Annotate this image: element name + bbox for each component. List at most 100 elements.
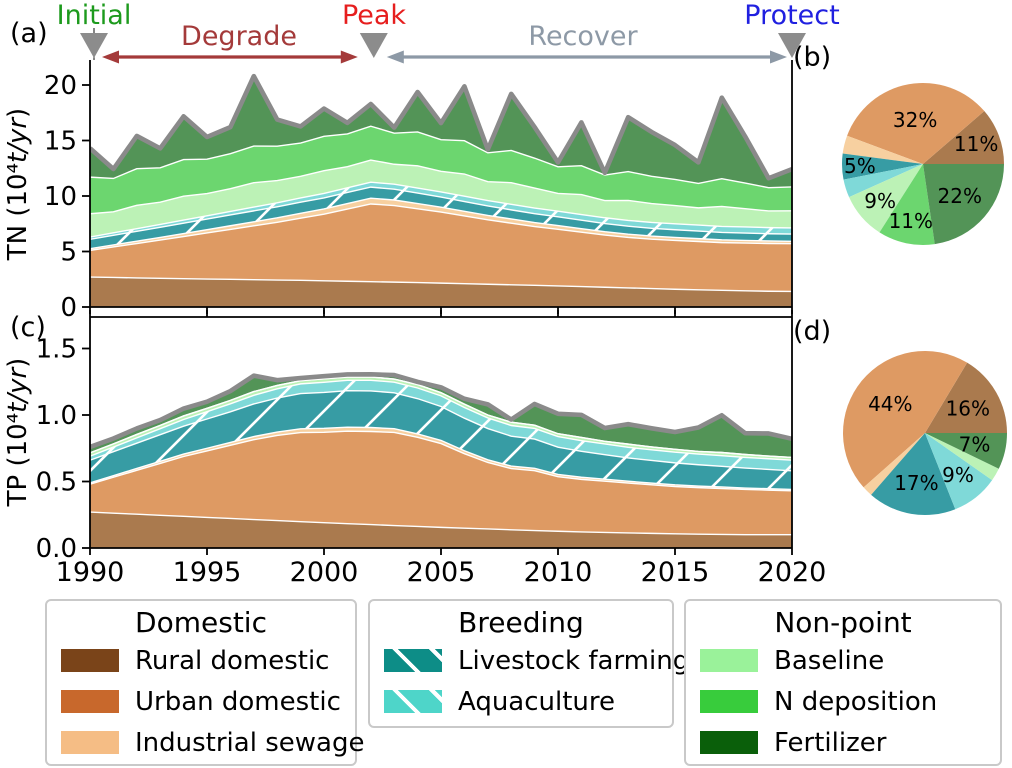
- tn-band-edge: [90, 186, 792, 240]
- tp-band-edge: [90, 389, 792, 472]
- legend-item-baseline: Baseline: [686, 640, 1000, 681]
- tn-band-edge: [90, 125, 792, 189]
- baseline-swatch: [700, 649, 758, 672]
- tn-slice-urban: [847, 82, 985, 164]
- recover-arrow-left-head-icon: [386, 50, 404, 64]
- tp-slice-fertilizer: [925, 433, 1007, 469]
- tp-slice-label: 7%: [959, 432, 991, 456]
- panel-label-d: (d): [793, 316, 832, 347]
- tp-pie: 16% 44% 17% 9% 7%: [842, 350, 1007, 515]
- livestock-farming-swatch: [384, 649, 442, 672]
- tp-area-fertilizer: [90, 374, 792, 458]
- tn-band-edge: [90, 197, 792, 250]
- tn-slice-livestock: [842, 153, 923, 180]
- tn-band-edge: [90, 159, 792, 215]
- panel-label-a: (a): [10, 18, 48, 49]
- tn-slice-label: 32%: [893, 108, 937, 132]
- tn-slice-baseline: [849, 164, 923, 233]
- tn-slice-label: 5%: [844, 154, 876, 178]
- annotation-degrade: Degrade: [181, 21, 297, 52]
- tn-band-edge: [90, 181, 792, 238]
- legend-item-aquaculture: Aquaculture: [370, 681, 672, 722]
- legend-group-nonpoint: Non-point Baseline N deposition Fertiliz…: [684, 599, 1002, 766]
- tn-slice-fertilizer: [923, 164, 1004, 245]
- legend-item-industrial-sewage: Industrial sewage: [47, 722, 364, 763]
- tn-area-fertilizer: [90, 76, 792, 188]
- urban-domestic-swatch: [61, 690, 119, 713]
- tp-slice-label: 16%: [946, 397, 990, 421]
- tn-slice-rural: [923, 111, 1004, 164]
- tp-slice-label: 44%: [868, 392, 912, 416]
- n-deposition-label: N deposition: [774, 686, 938, 717]
- tp-area-aquaculture: [90, 380, 792, 471]
- industrial-sewage-label: Industrial sewage: [135, 727, 365, 758]
- legend-item-fertilizer: Fertilizer: [686, 722, 1000, 763]
- tp-y-tick-label: 1.0: [36, 401, 77, 431]
- tn-slice-aquaculture: [843, 164, 923, 198]
- fertilizer-label: Fertilizer: [774, 727, 887, 758]
- annotation-peak: Peak: [341, 0, 407, 31]
- x-tick-label: 1990: [56, 557, 125, 588]
- fertilizer-swatch: [700, 731, 758, 754]
- tn-band-edge: [90, 276, 792, 293]
- tn-area-ndeposition: [90, 126, 792, 214]
- legend-item-livestock-farming: Livestock farming: [370, 640, 689, 681]
- recover-arrow-right-head-icon: [770, 50, 787, 64]
- livestock-farming-label: Livestock farming: [458, 645, 690, 676]
- annotation-recover: Recover: [528, 21, 638, 52]
- x-tick-label: 2020: [758, 557, 827, 588]
- tp-slice-baseline: [925, 433, 999, 481]
- tn-slice-label: 11%: [954, 132, 998, 156]
- legend-group-domestic: Domestic Rural domestic Urban domestic I…: [45, 599, 364, 766]
- tp-slice-livestock: [871, 433, 956, 515]
- annotation-initial: Initial: [56, 0, 132, 31]
- legend-group-breeding: Breeding Livestock farming Aquaculture: [368, 599, 689, 728]
- tn-band-edge: [90, 203, 792, 252]
- tn-slice-label: 11%: [889, 209, 933, 233]
- tp-stacked-area: [90, 372, 792, 548]
- tn-area-aquaculture: [90, 182, 792, 240]
- tp-y-tick-label: 1.5: [36, 335, 77, 365]
- tn-area-industrial: [90, 198, 792, 251]
- initial-marker-icon: [80, 33, 108, 58]
- x-tick-label: 1995: [173, 557, 242, 588]
- tn-area-baseline: [90, 160, 792, 238]
- legend-item-urban-domestic: Urban domestic: [47, 681, 355, 722]
- legend-title-nonpoint: Non-point: [774, 606, 912, 639]
- degrade-arrow-right-head-icon: [340, 50, 358, 64]
- tp-area-rural: [90, 512, 792, 548]
- x-tick-label: 2015: [641, 557, 710, 588]
- tp-band-edge: [90, 511, 792, 536]
- tp-band-edge: [90, 426, 792, 491]
- urban-domestic-label: Urban domestic: [135, 686, 341, 717]
- tn-slice-industrial: [842, 135, 923, 164]
- degrade-arrow-left-head-icon: [102, 50, 119, 64]
- tn-pie: 11%32%5%9%11%22%: [842, 82, 1004, 245]
- legend-item-n-deposition: N deposition: [686, 681, 1000, 722]
- x-tick-label: 2000: [290, 557, 359, 588]
- tp-y-tick-label: 0.0: [36, 534, 77, 564]
- tn-y-tick-label: 5: [60, 238, 77, 268]
- tn-area-livestock: [90, 187, 792, 249]
- panel-label-c: (c): [10, 312, 46, 343]
- tn-y-tick-label: 20: [44, 71, 77, 101]
- tn-stacked-area: [90, 73, 792, 307]
- legend-title-breeding: Breeding: [458, 606, 584, 639]
- tn-slice-label: 9%: [864, 189, 896, 213]
- aquaculture-swatch: [384, 690, 442, 713]
- tp-slice-urban: [842, 350, 968, 488]
- tp-slice-label: 17%: [894, 471, 938, 495]
- annotation-protect: Protect: [744, 0, 840, 31]
- tn-slice-label: 22%: [938, 184, 982, 208]
- tp-band-edge: [90, 430, 792, 492]
- rural-domestic-swatch: [61, 649, 119, 672]
- industrial-sewage-swatch: [61, 731, 119, 754]
- tn-slice-ndeposition: [879, 164, 935, 245]
- tp-area-urban: [90, 431, 792, 535]
- tp-area-baseline: [90, 376, 792, 461]
- protect-marker-icon: [778, 33, 806, 58]
- tn-axis-label: TN (10⁴t/yr): [3, 107, 33, 261]
- tp-slice-label: 9%: [942, 463, 974, 487]
